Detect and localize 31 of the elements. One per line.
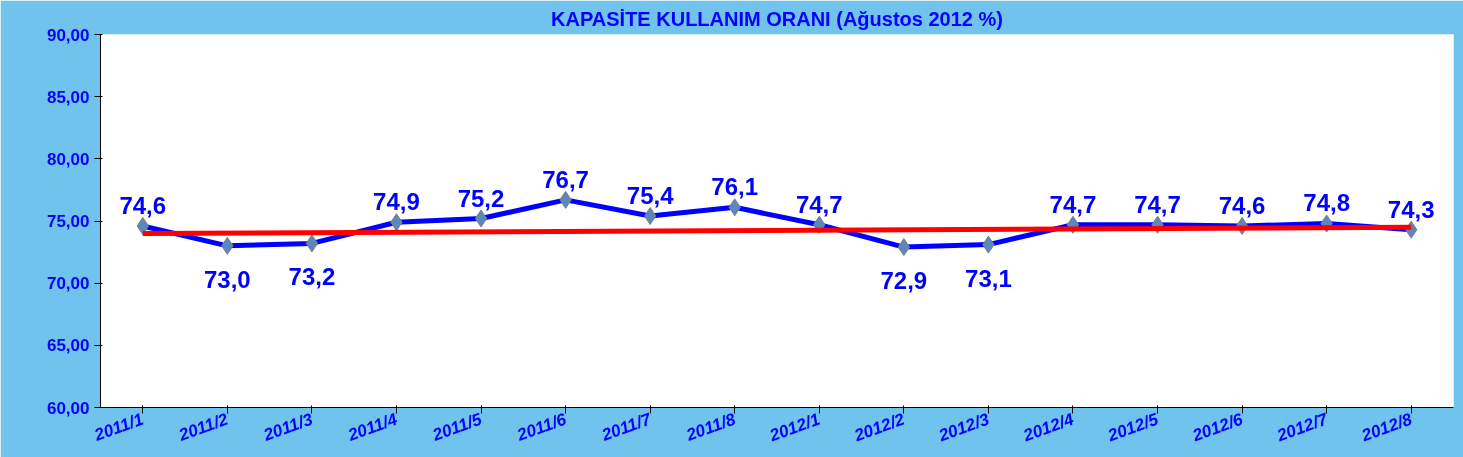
x-tick-label: 2011/3 xyxy=(260,409,316,446)
data-label: 73,0 xyxy=(203,265,251,293)
y-tick-label: 60,00 xyxy=(46,398,90,418)
data-label: 74,3 xyxy=(1387,195,1435,223)
y-tick-label: 75,00 xyxy=(46,212,90,231)
data-label: 74,8 xyxy=(1303,189,1351,217)
x-tick-label: 2011/1 xyxy=(90,409,147,446)
data-label: 73,2 xyxy=(288,263,336,291)
data-label: 74,7 xyxy=(1134,190,1181,218)
data-label: 72,9 xyxy=(880,267,928,295)
x-tick-label: 2011/5 xyxy=(429,409,485,446)
data-label: 76,7 xyxy=(542,165,589,193)
chart-title: KAPASİTE KULLANIM ORANI (Ağustos 2012 %) xyxy=(551,7,1003,30)
x-tick-label: 2011/4 xyxy=(344,409,401,446)
data-label: 74,6 xyxy=(119,191,167,219)
data-label: 74,9 xyxy=(373,188,420,216)
y-tick-label: 85,00 xyxy=(46,87,90,107)
data-label: 74,7 xyxy=(1049,190,1097,218)
y-tick-label: 65,00 xyxy=(46,336,90,356)
data-label: 74,7 xyxy=(795,190,843,218)
data-label: 75,4 xyxy=(626,182,675,210)
x-tick-label: 2011/6 xyxy=(513,409,570,446)
y-tick-label: 90,00 xyxy=(46,25,90,45)
x-tick-label: 2011/8 xyxy=(682,409,739,446)
data-label: 73,1 xyxy=(965,264,1012,292)
y-tick-label: 70,00 xyxy=(46,274,90,294)
data-label: 74,6 xyxy=(1218,191,1266,219)
data-label: 76,1 xyxy=(711,173,759,201)
data-label: 75,2 xyxy=(457,184,505,212)
y-tick-label: 80,00 xyxy=(46,149,90,169)
x-tick-label: 2011/2 xyxy=(175,409,232,446)
